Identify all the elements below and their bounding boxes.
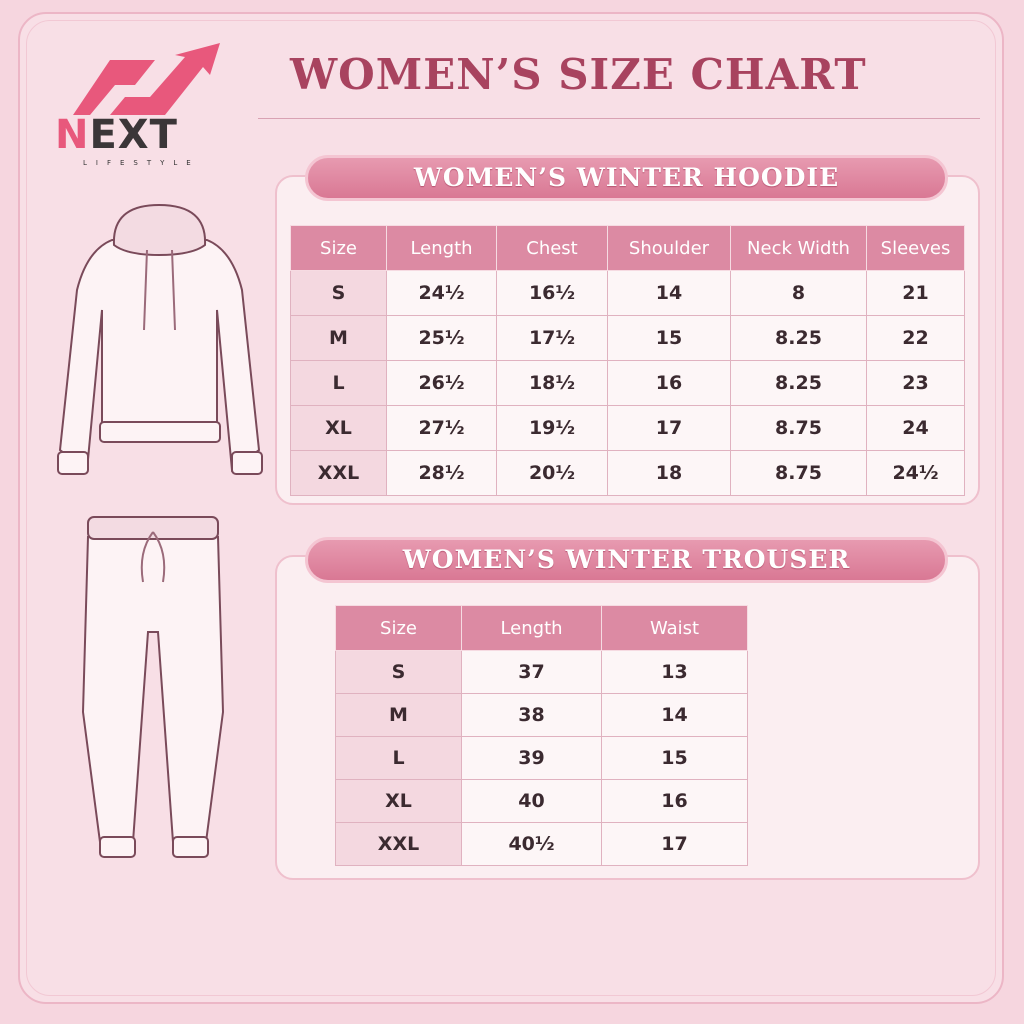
hoodie-heading: WOMEN’S WINTER HOODIE [305, 155, 948, 201]
size-cell: XXL [335, 822, 462, 866]
table-row: S 24½ 16½ 14 8 21 [290, 270, 965, 316]
measurement-cell: 14 [601, 693, 748, 737]
page-title: WOMEN’S SIZE CHART [290, 50, 867, 99]
table-header-row: Size Length Chest Shoulder Neck Width Sl… [290, 225, 965, 271]
column-header: Length [386, 225, 497, 271]
brand-tagline: LIFESTYLE [83, 159, 200, 167]
measurement-cell: 8.75 [730, 405, 867, 451]
hoodie-size-table: Size Length Chest Shoulder Neck Width Sl… [290, 225, 965, 496]
measurement-cell: 28½ [386, 450, 497, 496]
column-header: Neck Width [730, 225, 867, 271]
measurement-cell: 17½ [496, 315, 608, 361]
trouser-heading: WOMEN’S WINTER TROUSER [305, 537, 948, 583]
measurement-cell: 24 [866, 405, 965, 451]
measurement-cell: 26½ [386, 360, 497, 406]
column-header: Size [335, 605, 462, 651]
measurement-cell: 8 [730, 270, 867, 316]
measurement-cell: 21 [866, 270, 965, 316]
measurement-cell: 16 [607, 360, 731, 406]
table-row: XXL 28½ 20½ 18 8.75 24½ [290, 450, 965, 496]
size-cell: L [290, 360, 387, 406]
table-row: L 26½ 18½ 16 8.25 23 [290, 360, 965, 406]
size-cell: S [290, 270, 387, 316]
table-row: M 38 14 [335, 693, 748, 737]
column-header: Sleeves [866, 225, 965, 271]
measurement-cell: 13 [601, 650, 748, 694]
measurement-cell: 38 [461, 693, 602, 737]
measurement-cell: 18 [607, 450, 731, 496]
measurement-cell: 8.25 [730, 360, 867, 406]
title-divider [258, 118, 980, 119]
trouser-illustration-icon [81, 516, 225, 858]
measurement-cell: 15 [607, 315, 731, 361]
size-cell: XXL [290, 450, 387, 496]
column-header: Chest [496, 225, 608, 271]
logo-arrow-icon [73, 43, 220, 115]
brand-logo: NEXT LIFESTYLE [55, 35, 245, 170]
inner-frame [26, 20, 996, 996]
table-header-row: Size Length Waist [335, 605, 748, 651]
measurement-cell: 14 [607, 270, 731, 316]
column-header: Waist [601, 605, 748, 651]
column-header: Length [461, 605, 602, 651]
measurement-cell: 20½ [496, 450, 608, 496]
column-header: Shoulder [607, 225, 731, 271]
hoodie-illustration-icon [57, 203, 263, 475]
table-row: M 25½ 17½ 15 8.25 22 [290, 315, 965, 361]
size-cell: XL [335, 779, 462, 823]
measurement-cell: 16 [601, 779, 748, 823]
measurement-cell: 27½ [386, 405, 497, 451]
brand-name: NEXT [55, 112, 178, 158]
table-row: XL 40 16 [335, 779, 748, 823]
trouser-size-table: Size Length Waist S 37 13 M 38 14 L 39 15 XL 40 16 X… [335, 605, 748, 866]
measurement-cell: 16½ [496, 270, 608, 316]
measurement-cell: 8.75 [730, 450, 867, 496]
measurement-cell: 24½ [386, 270, 497, 316]
measurement-cell: 22 [866, 315, 965, 361]
measurement-cell: 17 [601, 822, 748, 866]
measurement-cell: 23 [866, 360, 965, 406]
column-header: Size [290, 225, 387, 271]
size-cell: M [290, 315, 387, 361]
measurement-cell: 37 [461, 650, 602, 694]
measurement-cell: 19½ [496, 405, 608, 451]
measurement-cell: 15 [601, 736, 748, 780]
measurement-cell: 25½ [386, 315, 497, 361]
measurement-cell: 24½ [866, 450, 965, 496]
measurement-cell: 40½ [461, 822, 602, 866]
measurement-cell: 17 [607, 405, 731, 451]
size-cell: XL [290, 405, 387, 451]
table-row: XL 27½ 19½ 17 8.75 24 [290, 405, 965, 451]
table-row: L 39 15 [335, 736, 748, 780]
size-cell: L [335, 736, 462, 780]
measurement-cell: 18½ [496, 360, 608, 406]
measurement-cell: 8.25 [730, 315, 867, 361]
measurement-cell: 40 [461, 779, 602, 823]
measurement-cell: 39 [461, 736, 602, 780]
table-row: S 37 13 [335, 650, 748, 694]
size-cell: S [335, 650, 462, 694]
table-row: XXL 40½ 17 [335, 822, 748, 866]
size-cell: M [335, 693, 462, 737]
